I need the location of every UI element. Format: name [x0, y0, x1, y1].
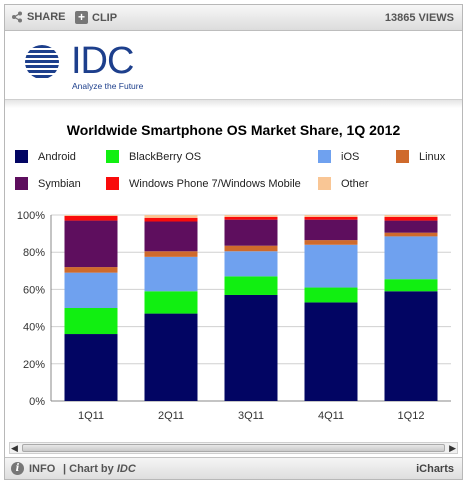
x-tick-label: 3Q11	[238, 410, 264, 422]
bar-segment-android-1q11	[64, 334, 118, 401]
x-tick-label: 1Q12	[398, 410, 425, 422]
y-tick-label: 0%	[29, 396, 45, 408]
bar-segment-other-3q11	[224, 215, 278, 217]
logo-area: IDC Analyze the Future	[5, 31, 462, 99]
info-icon: i	[11, 462, 24, 475]
legend-label: Linux	[419, 150, 446, 163]
share-icon	[12, 11, 22, 23]
scroll-right-arrow-icon[interactable]: ▶	[449, 443, 456, 453]
clip-label: CLIP	[92, 11, 118, 24]
legend-item-blackberry-os[interactable]: BlackBerry OS	[106, 150, 201, 163]
chart-title: Worldwide Smartphone OS Market Share, 1Q…	[66, 122, 401, 138]
y-tick-label: 60%	[23, 284, 45, 296]
bar-segment-linux-1q11	[64, 267, 118, 273]
chart-by-label: | Chart by	[63, 463, 114, 475]
legend-swatch	[106, 177, 119, 190]
bar-segment-android-3q11	[224, 294, 278, 401]
bar-segment-blackberry-os-2q11	[144, 291, 198, 314]
share-label: SHARE	[27, 11, 66, 23]
y-tick-label: 100%	[17, 210, 45, 222]
bar-segment-other-1q11	[64, 215, 118, 216]
legend-item-ios[interactable]: iOS	[318, 150, 359, 163]
bar-segment-ios-2q11	[144, 256, 198, 292]
x-tick-label: 1Q11	[78, 410, 104, 422]
legend-item-symbian[interactable]: Symbian	[15, 177, 81, 190]
legend-swatch	[15, 177, 28, 190]
legend-label: Android	[38, 150, 76, 163]
logo-name: IDC	[71, 40, 134, 82]
bar-segment-ios-3q11	[224, 251, 278, 277]
widget-toolbar: SHARE + CLIP 13865 VIEWS	[5, 5, 462, 31]
bar-segment-windows-phone-7-windows-mobile-3q11	[224, 216, 278, 220]
bar-segment-ios-4q11	[304, 244, 358, 288]
legend-label: BlackBerry OS	[129, 150, 202, 163]
chart-by-brand[interactable]: IDC	[116, 463, 136, 475]
bar-segment-linux-3q11	[224, 245, 278, 252]
chart-by: | Chart by IDC	[63, 463, 136, 475]
info-button[interactable]: i INFO	[11, 462, 55, 475]
views-count: 13865 VIEWS	[384, 12, 454, 24]
clip-button[interactable]: + CLIP	[75, 11, 117, 24]
legend-item-windows-phone-7-windows-mobile[interactable]: Windows Phone 7/Windows Mobile	[106, 177, 301, 190]
globe-logo-icon	[25, 45, 59, 78]
bar-segment-linux-2q11	[144, 251, 198, 257]
share-button[interactable]: SHARE	[11, 11, 66, 23]
bar-segment-blackberry-os-4q11	[304, 287, 358, 303]
bar-segment-symbian-1q12	[384, 220, 438, 233]
bar-segment-android-4q11	[304, 302, 358, 401]
bar-segment-linux-4q11	[304, 240, 358, 245]
plus-icon: +	[75, 11, 88, 24]
y-tick-label: 20%	[23, 359, 45, 371]
widget-footer: i INFO | Chart by IDC iCharts	[5, 457, 462, 479]
bar-segment-ios-1q12	[384, 236, 438, 280]
icharts-link[interactable]: iCharts	[416, 463, 454, 475]
bar-segment-other-1q12	[384, 215, 438, 217]
x-tick-label: 2Q11	[158, 410, 184, 422]
bar-segment-blackberry-os-1q12	[384, 279, 438, 292]
legend-swatch	[318, 150, 331, 163]
legend-label: iOS	[341, 150, 360, 163]
legend-swatch	[318, 177, 331, 190]
scroll-left-arrow-icon[interactable]: ◀	[11, 443, 18, 453]
legend-item-linux[interactable]: Linux	[396, 150, 445, 163]
bar-segment-windows-phone-7-windows-mobile-2q11	[144, 217, 198, 222]
bar-segment-android-1q12	[384, 291, 438, 401]
bar-segment-other-2q11	[144, 215, 198, 218]
scroll-thumb[interactable]	[22, 444, 445, 452]
logo-tagline: Analyze the Future	[72, 81, 144, 91]
legend-item-android[interactable]: Android	[15, 150, 76, 163]
stacked-bar-chart: 0% 20% 40% 60% 80% 100% 1Q11 2Q11 3Q11 4Q11 1Q12	[17, 210, 451, 422]
legend-swatch	[106, 150, 119, 163]
legend-item-other[interactable]: Other	[318, 177, 369, 190]
legend-label: Other	[341, 177, 369, 190]
bar-segment-blackberry-os-1q11	[64, 308, 118, 335]
bar-segment-symbian-4q11	[304, 219, 358, 241]
bar-segment-symbian-3q11	[224, 219, 278, 246]
legend-swatch	[15, 150, 28, 163]
x-tick-label: 4Q11	[318, 410, 344, 422]
info-label: INFO	[29, 462, 56, 475]
chart-widget: SHARE + CLIP 13865 VIEWS IDC Analyze the…	[4, 4, 463, 480]
y-tick-label: 40%	[23, 322, 45, 334]
bar-segment-windows-phone-7-windows-mobile-4q11	[304, 216, 358, 220]
bar-segment-symbian-2q11	[144, 221, 198, 252]
legend-label: Symbian	[38, 177, 81, 190]
divider-band	[5, 99, 462, 108]
y-tick-label: 80%	[23, 247, 45, 259]
bar-segment-android-2q11	[144, 313, 198, 401]
bar-segment-linux-1q12	[384, 232, 438, 237]
bar-segment-blackberry-os-3q11	[224, 276, 278, 295]
bar-segment-windows-phone-7-windows-mobile-1q12	[384, 216, 438, 221]
bar-segment-windows-phone-7-windows-mobile-1q11	[64, 215, 118, 221]
bar-segment-symbian-1q11	[64, 220, 118, 268]
legend-label: Windows Phone 7/Windows Mobile	[129, 177, 301, 190]
bar-segment-other-4q11	[304, 215, 358, 217]
horizontal-scrollbar[interactable]: ◀ ▶	[9, 442, 458, 454]
legend-swatch	[396, 150, 409, 163]
bar-segment-ios-1q11	[64, 272, 118, 308]
